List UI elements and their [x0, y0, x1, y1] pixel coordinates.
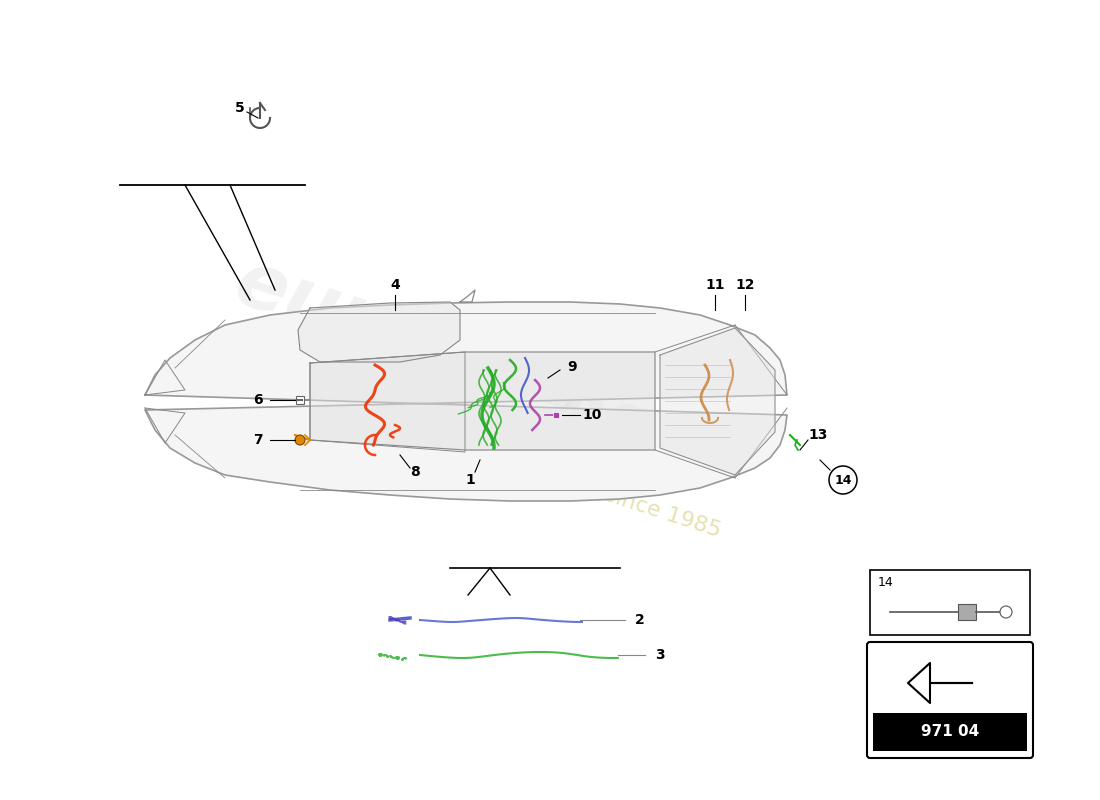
Bar: [873, 713, 1027, 751]
Text: 13: 13: [808, 428, 827, 442]
Bar: [553, 412, 559, 418]
Text: 5: 5: [235, 101, 245, 115]
Text: eurospar: eurospar: [226, 246, 615, 434]
Text: 1: 1: [465, 473, 475, 487]
Text: 10: 10: [582, 408, 602, 422]
Text: 2: 2: [635, 613, 645, 627]
Text: 6: 6: [253, 393, 263, 407]
Text: 12: 12: [735, 278, 755, 292]
FancyBboxPatch shape: [867, 642, 1033, 758]
Text: 14: 14: [878, 575, 893, 589]
Bar: [958, 604, 976, 620]
Text: es: es: [537, 365, 663, 475]
FancyBboxPatch shape: [870, 570, 1030, 635]
Polygon shape: [908, 663, 972, 703]
Polygon shape: [310, 352, 654, 450]
Text: 14: 14: [834, 474, 851, 486]
Polygon shape: [298, 302, 460, 362]
Bar: [296, 396, 304, 404]
Text: 971 04: 971 04: [921, 725, 979, 739]
Text: 7: 7: [253, 433, 263, 447]
Text: a passion for parts since 1985: a passion for parts since 1985: [397, 418, 724, 542]
Circle shape: [295, 435, 305, 445]
Text: 9: 9: [568, 360, 576, 374]
Text: 3: 3: [654, 648, 664, 662]
Text: 11: 11: [705, 278, 725, 292]
Circle shape: [1000, 606, 1012, 618]
Text: 4: 4: [390, 278, 400, 292]
Polygon shape: [145, 302, 786, 501]
Polygon shape: [660, 328, 776, 475]
Text: 8: 8: [410, 465, 420, 479]
Circle shape: [829, 466, 857, 494]
